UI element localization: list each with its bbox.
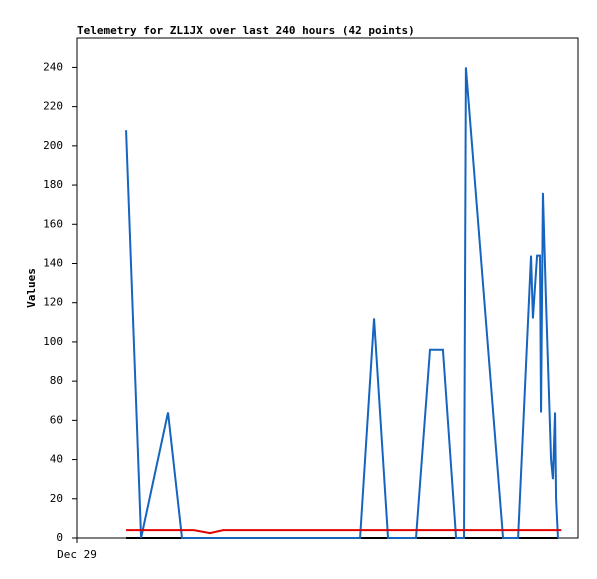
- y-tick-label: 60: [50, 413, 63, 426]
- y-tick-label: 120: [43, 296, 63, 309]
- y-tick-label: 160: [43, 217, 63, 230]
- chart-title: Telemetry for ZL1JX over last 240 hours …: [77, 24, 415, 37]
- series-line: [126, 529, 562, 535]
- y-axis-label: Values: [25, 268, 38, 308]
- y-tick-label: 0: [56, 531, 63, 544]
- y-tick-label: 80: [50, 374, 63, 387]
- x-tick-label: Dec 29: [57, 548, 97, 561]
- series-line: [125, 67, 559, 539]
- y-tick-label: 200: [43, 139, 63, 152]
- y-tick-label: 240: [43, 60, 63, 73]
- y-tick-label: 100: [43, 335, 63, 348]
- y-tick-label: 20: [50, 492, 63, 505]
- y-tick-label: 220: [43, 100, 63, 113]
- y-tick-label: 40: [50, 453, 63, 466]
- y-tick-label: 140: [43, 256, 63, 269]
- y-tick-label: 180: [43, 178, 63, 191]
